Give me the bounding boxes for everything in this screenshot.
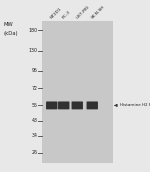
Text: 95: 95: [32, 68, 38, 73]
Text: U87-MG: U87-MG: [75, 5, 90, 20]
Text: 34: 34: [32, 133, 38, 138]
Text: 130: 130: [28, 49, 38, 53]
Text: 180: 180: [28, 28, 38, 33]
Text: (kDa): (kDa): [3, 31, 18, 36]
FancyBboxPatch shape: [46, 101, 57, 109]
Text: Histamine H2 Receptor: Histamine H2 Receptor: [120, 103, 150, 108]
Text: 26: 26: [32, 150, 38, 155]
Text: 55: 55: [32, 103, 38, 108]
Text: PC-3: PC-3: [62, 10, 72, 20]
FancyBboxPatch shape: [87, 101, 98, 109]
Text: 43: 43: [32, 119, 38, 123]
FancyBboxPatch shape: [58, 101, 69, 109]
Text: NT2D1: NT2D1: [50, 7, 63, 20]
Bar: [42, 21, 112, 163]
Text: MW: MW: [3, 22, 13, 27]
Text: 72: 72: [32, 86, 38, 91]
Text: SK-N-SH: SK-N-SH: [90, 5, 105, 20]
FancyBboxPatch shape: [72, 101, 83, 109]
